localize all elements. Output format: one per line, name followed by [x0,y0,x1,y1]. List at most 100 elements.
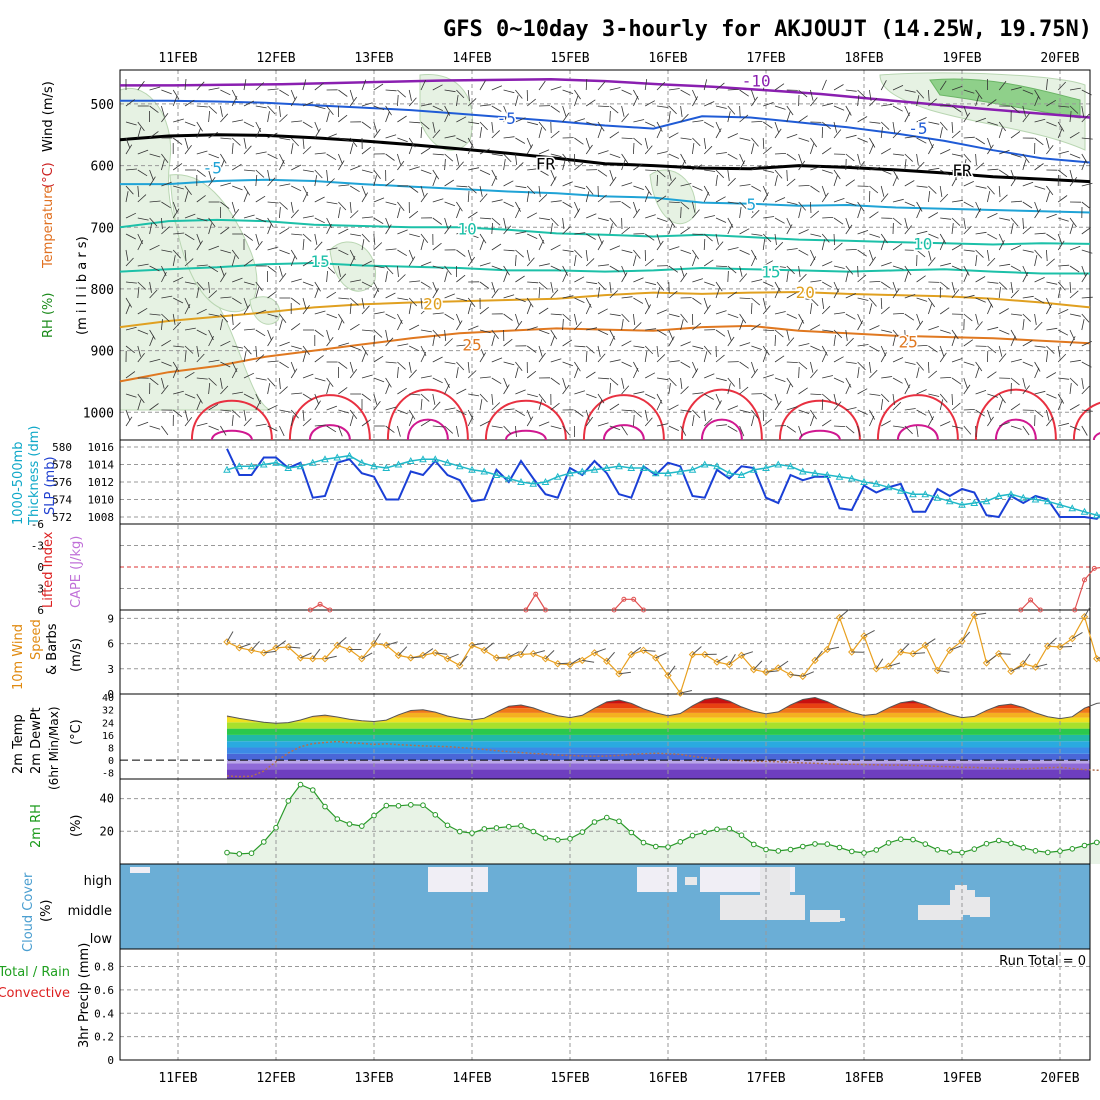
wind-barb [751,297,761,306]
wind-barb [692,255,697,267]
rh2m-point [273,824,279,831]
wind-barb [597,150,609,155]
wind-barb [267,177,276,187]
wind-barb [526,137,532,149]
wind-barb [585,191,590,203]
wind-barb [585,78,588,91]
wind-barb [184,213,196,219]
wind-barb [420,121,430,130]
wind-barb [550,176,557,187]
wind-barb [444,377,450,388]
wind-barb [939,399,944,411]
wind-barb [137,80,145,91]
wind-barb [833,84,844,91]
thickness-point [798,467,807,475]
wind-barb [786,377,794,388]
wind-barb [727,201,739,204]
wind-barb [1022,181,1034,187]
wind-barb [326,329,330,341]
wind-barb [881,376,893,379]
wind-barb [786,406,798,411]
wind-barb [184,258,194,267]
wind-barb [432,425,444,428]
wind-barb [538,169,549,176]
wind-barb [845,89,857,92]
wind-barb [467,89,470,101]
wind-barb [456,425,459,437]
wind-barb [715,287,720,299]
wind-barb [267,291,277,299]
wind-barb [751,209,760,219]
rh2m-line [226,783,1100,855]
wind-barb [456,313,461,325]
wind-barb [739,313,747,324]
wind-barb [751,345,762,350]
wind-barb [751,89,756,101]
wind-barb [208,377,217,386]
surface-loop-0 [190,399,273,441]
wind-barb [432,129,441,139]
wind-barb [609,359,621,363]
wind-barb [880,239,885,251]
wind10m-point [933,666,942,675]
wind-barb [373,242,383,251]
wind-barb [940,169,951,176]
wind-barb [892,243,903,251]
wind-barb [739,184,751,187]
wind10m-barb [275,640,286,649]
wind-barb [1081,361,1092,368]
wind-barb [597,281,606,291]
dewpt2m-label: 2m DewPt [29,707,44,774]
wind-barb [727,329,732,341]
wind-barb [881,103,893,107]
wind-barb [326,153,337,161]
wind-barb [267,377,276,387]
wind-barb [243,328,256,331]
wind-barb [173,345,185,348]
thickness-point [406,456,415,464]
wind-barb [904,425,913,435]
wind-barb [1046,327,1058,331]
wind-barb [338,387,348,395]
wind-barb [385,265,394,275]
wind-barb [538,393,547,403]
wind-barb [456,201,463,212]
wind-barb [491,175,497,187]
surface-loop-6 [778,399,861,441]
wind-barb [916,409,927,416]
wind-barb [184,233,195,241]
rh2m-point [604,814,610,821]
tick-label: 576 [52,476,72,489]
wind-barb [1069,290,1079,299]
wind-barb [727,89,739,91]
wind-barb [432,175,437,187]
lifted-index-point [1028,597,1034,603]
wind-barb [220,249,232,254]
wind-barb [491,243,502,251]
wind-barb [621,409,633,412]
date-label-top: 19FEB [942,51,981,66]
wind-barb [373,169,381,179]
wind-barb [385,337,394,347]
wind-barb [302,185,309,196]
wind-barb [1069,281,1072,294]
wind-barb [503,408,515,411]
wind-barb [408,143,414,155]
thickness-point [333,453,342,461]
wind-barb [373,175,377,187]
wind-barb [196,353,205,363]
wind-barb [999,217,1011,221]
wind-barb [975,117,987,123]
wind-barb [467,345,478,353]
wind-barb [125,249,129,261]
wind-barb [656,105,668,108]
precip-unit-label: 3hr Precip (mm) [77,943,92,1048]
wind-barb [503,217,507,229]
wind-barb [291,120,303,123]
wind-barb [196,105,208,108]
wind-barb [538,121,547,131]
wind-barb [503,425,512,435]
chart-title: GFS 0~10day 3-hourly for AKJOUJT (14.25W… [443,17,1092,42]
wind-barb [349,185,360,193]
